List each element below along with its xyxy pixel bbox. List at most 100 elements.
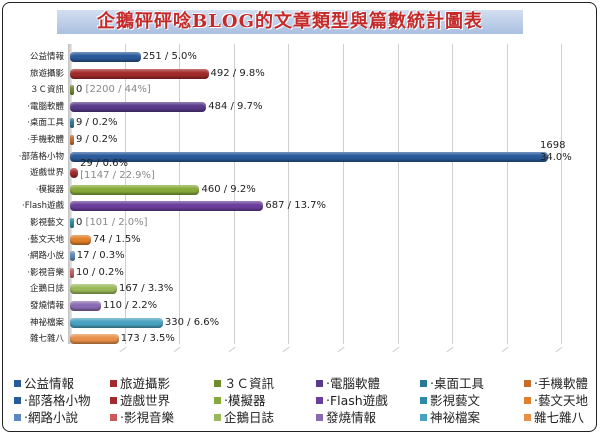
gridline xyxy=(506,44,508,344)
bar xyxy=(70,251,75,262)
data-label: 9 / 0.2% xyxy=(76,134,118,145)
bar xyxy=(70,68,209,79)
bar-row: ‧影視音樂 10 / 0.2% xyxy=(27,264,568,282)
legend-swatch-icon xyxy=(14,380,21,387)
legend-item: 神祕檔案 xyxy=(420,410,480,425)
bar-row: ‧電腦軟體 484 / 9.7% xyxy=(27,98,568,116)
category-label: ‧桌面工具 xyxy=(27,118,64,129)
data-label: 492 / 9.8% xyxy=(210,67,265,79)
bar xyxy=(70,101,207,112)
bar-row: 旅遊攝影 492 / 9.8% xyxy=(30,65,568,83)
legend-item: 公益情報 xyxy=(14,376,74,391)
gridline xyxy=(397,44,399,344)
legend-label: ‧網路小說 xyxy=(24,410,78,425)
bar-row: ‧部落格小物 1698 34.0% xyxy=(19,140,572,166)
legend-item: ‧Flash遊戲 xyxy=(316,393,388,408)
gridline xyxy=(233,44,235,344)
legend-label: 發燒情報 xyxy=(326,410,377,425)
legend-item: 影視藝文 xyxy=(420,393,480,408)
legend-label: 影視藝文 xyxy=(430,393,481,408)
legend-item: ‧網路小說 xyxy=(14,410,78,425)
category-label: 企鵝日誌 xyxy=(29,284,64,295)
gridline xyxy=(452,44,454,344)
legend-label: ‧電腦軟體 xyxy=(326,376,380,391)
legend-label: 公益情報 xyxy=(24,376,75,391)
bar xyxy=(70,85,74,96)
legend-label: ‧手機軟體 xyxy=(534,376,588,391)
bar xyxy=(70,52,141,62)
bar xyxy=(70,201,264,212)
gridline xyxy=(561,44,563,344)
legend-swatch-icon xyxy=(110,380,117,387)
bar-row: ‧Flash遊戲 687 / 13.7% xyxy=(22,197,568,215)
bar-row: 企鵝日誌 167 / 3.3% xyxy=(30,280,568,298)
legend-label: 企鵝日誌 xyxy=(224,410,275,425)
bar xyxy=(70,184,200,195)
bar xyxy=(70,267,74,278)
legend-label: 遊戲世界 xyxy=(120,393,171,408)
legend-swatch-icon xyxy=(316,414,323,421)
data-label: 1698 34.0% xyxy=(540,139,572,163)
legend-swatch-icon xyxy=(214,380,221,387)
legend-swatch-icon xyxy=(524,414,531,421)
gridline xyxy=(343,44,344,344)
bar-row: 雜七雜八 173 / 3.5% xyxy=(30,330,568,348)
bar-row: 遊戲世界 29 / 0.6% [1147 / 22.9%] xyxy=(30,158,568,182)
category-label: ‧網路小說 xyxy=(27,251,64,262)
y-axis-wall xyxy=(68,44,72,344)
data-label: 29 / 0.6% [1147 / 22.9%] xyxy=(80,158,155,182)
bar-row: ‧模擬器 460 / 9.2% xyxy=(36,181,568,199)
bar xyxy=(70,317,163,328)
legend-swatch-icon xyxy=(420,380,427,387)
bar xyxy=(70,301,101,311)
category-label: 神祕檔案 xyxy=(29,317,64,328)
bar-row: 影視藝文 0 [101 / 2.0%] xyxy=(30,214,568,232)
legend-item: 發燒情報 xyxy=(316,410,376,425)
legend-item: ‧部落格小物 xyxy=(14,393,90,408)
legend-swatch-icon xyxy=(110,414,117,421)
category-label: ‧影視音樂 xyxy=(27,267,64,278)
legend-label: ‧藝文天地 xyxy=(534,393,588,408)
legend-label: 雜七雜八 xyxy=(534,410,585,425)
data-label: 0 [2200 / 44%] xyxy=(76,84,151,96)
category-label: 旅遊攝影 xyxy=(29,68,64,79)
legend-item: 雜七雜八 xyxy=(524,410,584,425)
legend-swatch-icon xyxy=(14,414,21,421)
bar xyxy=(70,334,119,345)
data-label: 17 / 0.3% xyxy=(76,250,125,262)
category-label: ‧藝文天地 xyxy=(27,234,64,245)
data-label: 460 / 9.2% xyxy=(201,183,256,195)
legend-item: ‧影視音樂 xyxy=(110,410,174,425)
data-label: 9 / 0.2% xyxy=(76,117,118,129)
category-label: ‧電腦軟體 xyxy=(27,101,64,112)
bar-row: ３Ｃ資訊 0 [2200 / 44%] xyxy=(30,81,568,99)
data-label: 110 / 2.2% xyxy=(102,300,158,311)
legend-label: 旅遊攝影 xyxy=(120,376,171,391)
category-label: 發燒情報 xyxy=(29,301,64,311)
category-label: ３Ｃ資訊 xyxy=(29,85,64,96)
legend-swatch-icon xyxy=(524,380,531,387)
bar-row: ‧網路小說 17 / 0.3% xyxy=(27,247,568,265)
category-label: 遊戲世界 xyxy=(29,168,64,179)
legend-item: 旅遊攝影 xyxy=(110,376,170,391)
bar xyxy=(70,284,117,295)
data-label: 484 / 9.7% xyxy=(208,100,263,112)
legend-item: ‧藝文天地 xyxy=(524,393,588,408)
category-label: ‧手機軟體 xyxy=(27,135,64,145)
category-label: 雜七雜八 xyxy=(29,334,64,345)
legend-label: ３Ｃ資訊 xyxy=(224,376,275,391)
legend-label: 神祕檔案 xyxy=(430,410,481,425)
legend-swatch-icon xyxy=(110,397,117,404)
bar-row: 發燒情報 110 / 2.2% xyxy=(30,297,568,315)
category-label: 影視藝文 xyxy=(29,218,64,228)
data-label: 330 / 6.6% xyxy=(164,316,220,328)
legend-item: 企鵝日誌 xyxy=(214,410,274,425)
bar xyxy=(70,151,548,162)
bar xyxy=(70,234,91,245)
category-label: ‧Flash遊戲 xyxy=(22,201,64,212)
legend-swatch-icon xyxy=(316,397,323,404)
bar-row: ‧藝文天地 74 / 1.5% xyxy=(27,231,568,249)
legend-swatch-icon xyxy=(14,397,21,404)
legend-item: 遊戲世界 xyxy=(110,393,170,408)
bar-row: 公益情報 251 / 5.0% xyxy=(30,48,568,66)
